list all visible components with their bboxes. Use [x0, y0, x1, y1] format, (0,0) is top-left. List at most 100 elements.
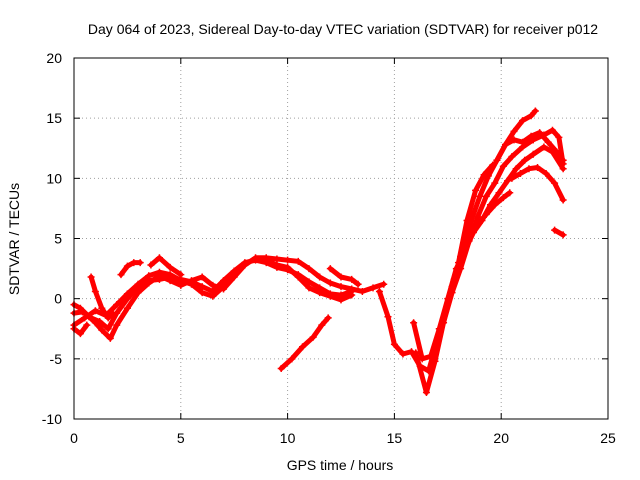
data-point-marker: [384, 313, 392, 321]
data-point-marker: [412, 349, 420, 357]
data-point-marker: [305, 284, 313, 292]
data-point-marker: [476, 192, 484, 200]
data-point-marker: [79, 308, 87, 316]
data-point-marker: [422, 389, 430, 397]
data-point-marker: [284, 263, 292, 271]
x-tick-label: 20: [493, 430, 509, 446]
chart-title: Day 064 of 2023, Sidereal Day-to-day VTE…: [88, 21, 598, 37]
data-point-marker: [482, 192, 490, 200]
series-arc-9: [326, 265, 362, 288]
data-point-marker: [519, 138, 527, 146]
data-point-marker: [326, 265, 334, 273]
data-point-marker: [348, 291, 356, 299]
data-point-marker: [529, 150, 537, 158]
data-point-marker: [318, 321, 326, 329]
series-arc-3: [70, 255, 356, 329]
x-tick-label: 15: [387, 430, 403, 446]
series-arc-8: [277, 314, 332, 372]
data-point-marker: [499, 194, 507, 202]
data-point-marker: [177, 271, 185, 279]
data-point-marker: [410, 319, 418, 327]
data-point-marker: [431, 357, 439, 365]
data-point-marker: [531, 107, 539, 115]
data-point-marker: [559, 231, 567, 239]
series-arc-7: [147, 254, 185, 279]
series-arc-14: [454, 161, 497, 267]
data-point-marker: [506, 189, 514, 197]
data-point-marker: [198, 289, 206, 297]
data-point-marker: [435, 325, 443, 333]
y-tick-label: 5: [54, 231, 62, 247]
data-point-marker: [117, 271, 125, 279]
series-line: [148, 255, 184, 278]
data-point-marker: [354, 280, 362, 288]
data-point-marker: [83, 321, 91, 329]
data-point-marker: [501, 141, 509, 149]
data-point-marker: [508, 174, 516, 182]
data-point-marker: [166, 263, 174, 271]
data-point-marker: [399, 350, 407, 358]
x-tick-label: 25: [600, 430, 616, 446]
data-point-marker: [305, 278, 313, 286]
data-point-marker: [326, 292, 334, 300]
data-point-marker: [548, 126, 556, 134]
data-series: [70, 107, 567, 397]
data-point-marker: [525, 165, 533, 173]
data-point-marker: [551, 226, 559, 234]
data-point-marker: [474, 220, 482, 228]
data-point-marker: [98, 326, 106, 334]
data-point-marker: [465, 235, 473, 242]
data-point-marker: [482, 210, 490, 218]
data-point-marker: [123, 304, 131, 312]
data-point-marker: [553, 148, 561, 156]
data-point-marker: [316, 289, 324, 297]
data-point-marker: [155, 275, 163, 283]
data-point-marker: [559, 165, 567, 173]
data-point-marker: [542, 170, 550, 178]
data-point-marker: [512, 165, 520, 173]
data-point-marker: [130, 259, 138, 267]
data-point-marker: [440, 319, 448, 327]
y-tick-label: 15: [46, 110, 62, 126]
data-point-marker: [284, 256, 292, 264]
series-arc-15: [508, 164, 567, 204]
data-point-marker: [104, 325, 112, 333]
data-point-marker: [504, 177, 512, 185]
data-point-marker: [113, 321, 121, 329]
data-point-marker: [98, 304, 106, 312]
data-point-marker: [380, 280, 388, 288]
data-point-marker: [91, 307, 99, 315]
data-point-marker: [527, 112, 535, 120]
data-point-marker: [418, 355, 426, 363]
data-point-marker: [294, 257, 302, 265]
data-point-marker: [113, 301, 121, 309]
data-point-marker: [337, 296, 345, 304]
series-arc-4: [87, 273, 116, 322]
data-point-marker: [375, 287, 383, 295]
series-line: [552, 227, 566, 238]
data-point-marker: [294, 273, 302, 281]
data-point-marker: [337, 273, 345, 281]
series-line: [278, 315, 331, 371]
y-tick-label: 0: [54, 291, 62, 307]
plot-frame: [73, 57, 609, 420]
data-point-marker: [390, 340, 398, 348]
data-point-marker: [316, 273, 324, 281]
data-point-marker: [198, 283, 206, 291]
data-point-marker: [510, 127, 518, 135]
data-point-marker: [198, 273, 206, 281]
data-point-marker: [155, 268, 163, 276]
y-tick-label: 10: [46, 170, 62, 186]
data-point-marker: [493, 156, 501, 164]
data-point-marker: [326, 279, 334, 287]
data-point-marker: [536, 129, 544, 137]
data-point-marker: [155, 254, 163, 262]
data-point-marker: [337, 283, 345, 291]
data-point-marker: [516, 170, 524, 178]
data-point-marker: [134, 280, 142, 288]
data-point-marker: [76, 330, 84, 338]
series-arc-6: [117, 259, 144, 279]
data-point-marker: [104, 314, 112, 322]
series-line: [71, 257, 355, 332]
data-point-marker: [480, 171, 488, 179]
